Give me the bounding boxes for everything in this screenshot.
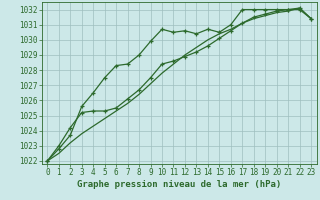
- X-axis label: Graphe pression niveau de la mer (hPa): Graphe pression niveau de la mer (hPa): [77, 180, 281, 189]
